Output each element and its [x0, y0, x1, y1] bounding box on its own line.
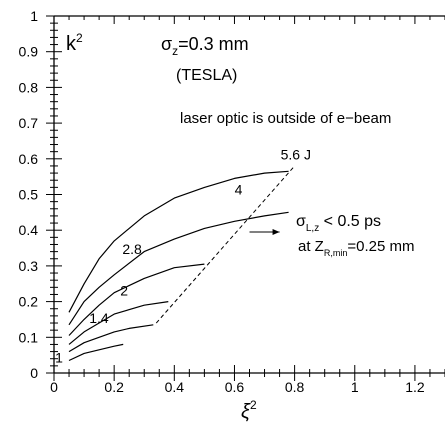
series-group: 5.6 J 4 2.8 2 1.4 1: [55, 146, 311, 365]
y-tick-label: 0.1: [19, 329, 39, 345]
zr-prefix: at Z: [298, 238, 324, 255]
x-axis-title-sup: 2: [250, 398, 257, 412]
series-label: 2.8: [122, 241, 142, 257]
sigma-l-label: σL,z < 0.5 ps: [296, 213, 381, 234]
k2-main: k: [66, 33, 77, 55]
x-tick-label: 0.2: [104, 379, 124, 395]
sigma-z-label: σz=0.3 mm: [161, 34, 249, 58]
series-label: 1: [55, 349, 63, 365]
y-tick-label: 0.9: [19, 44, 39, 60]
series-label: 1.4: [89, 310, 109, 326]
x-tick-label: 0: [50, 379, 58, 395]
x-tick-label: 0.8: [285, 379, 305, 395]
y-tick-label: 0: [30, 365, 38, 381]
laser-note: laser optic is outside of e−beam: [180, 110, 391, 127]
series-label: 5.6 J: [281, 146, 311, 162]
series-line: [68, 170, 289, 313]
series-line: [68, 211, 289, 326]
x-axis-title: ξ2: [241, 398, 257, 423]
x-tick-label: 0.6: [225, 379, 245, 395]
annotations: k2 σz=0.3 mm (TESLA) laser optic is outs…: [66, 31, 414, 423]
x-tick-label: 1.2: [405, 379, 425, 395]
zr-sub: R,min: [324, 248, 348, 258]
x-tick-label: 1: [351, 379, 359, 395]
tesla-label: (TESLA): [176, 67, 237, 84]
series-line: [68, 343, 124, 362]
sigma-z-sub: z: [172, 44, 178, 58]
k2-label: k2: [66, 31, 83, 55]
boundary-dashed-line: [155, 165, 295, 324]
sigma-l-value: < 0.5 ps: [319, 213, 381, 230]
k2-sup: 2: [76, 31, 83, 45]
zr-label: at ZR,min=0.25 mm: [298, 238, 414, 258]
series-label: 2: [120, 283, 128, 299]
y-tick-label: 1: [30, 8, 38, 24]
y-tick-label: 0.7: [19, 115, 39, 131]
y-tick-label: 0.4: [19, 222, 39, 238]
series-line: [68, 301, 169, 345]
zr-value: =0.25 mm: [347, 238, 414, 255]
arrow-head: [272, 228, 280, 235]
y-tick-label: 0.8: [19, 79, 39, 95]
y-tick-label: 0.5: [19, 187, 39, 203]
x-tick-label: 0.4: [165, 379, 185, 395]
series-label: 4: [235, 181, 243, 197]
sigma-l-sub: L,z: [306, 223, 319, 234]
axes: [53, 15, 445, 374]
series-line: [68, 263, 205, 336]
sigma-l-main: σ: [296, 213, 306, 230]
y-tick-label: 0.2: [19, 294, 39, 310]
sigma-z-value: =0.3 mm: [178, 34, 249, 54]
y-tick-label: 0.3: [19, 258, 39, 274]
ticks: 0 0.1 0.2 0.3 0.4 0.5 0.6 0.7 0.8 0.9 1 0 0.2 0.4 0.6 0…: [19, 8, 445, 395]
series-line: [68, 324, 154, 353]
sigma-z-main: σ: [161, 34, 172, 54]
y-tick-label: 0.6: [19, 151, 39, 167]
x-axis-title-main: ξ: [241, 401, 251, 423]
